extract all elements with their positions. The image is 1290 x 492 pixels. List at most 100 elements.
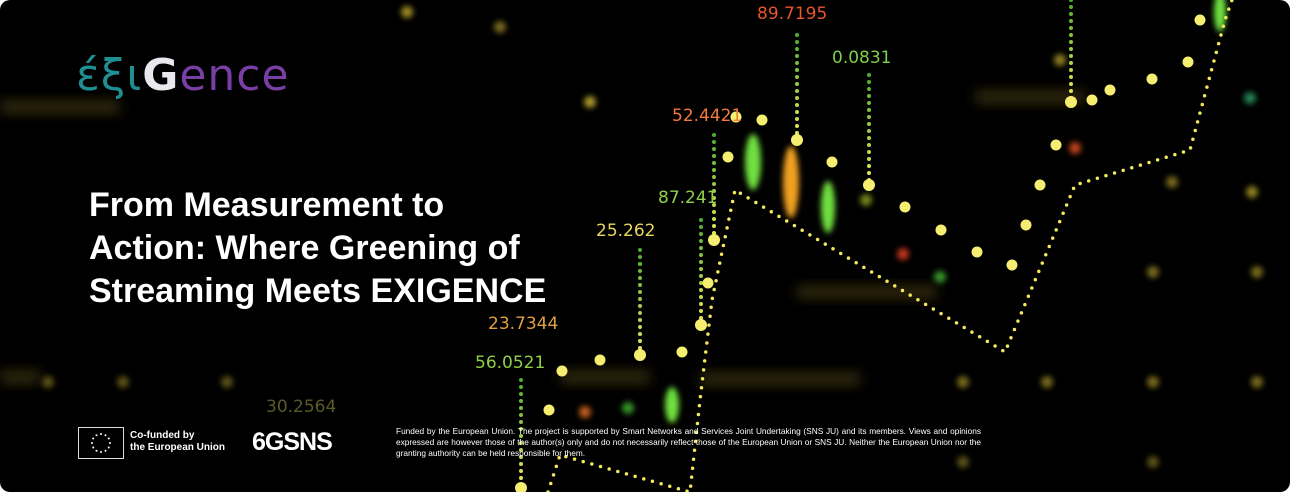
bokeh-dot [1251, 376, 1263, 388]
bokeh-dot [1244, 92, 1256, 104]
light-dot [1050, 139, 1062, 151]
eu-credit-line: the European Union [130, 442, 225, 453]
light-dot [899, 201, 911, 213]
flag-star [95, 449, 98, 452]
light-dot [1086, 94, 1098, 106]
light-dot [730, 111, 742, 123]
light-dot [722, 151, 734, 163]
bokeh-dot [579, 406, 591, 418]
headline-line: Action: Where Greening of [89, 229, 520, 267]
blur-bar [975, 90, 1085, 104]
flag-star [104, 434, 107, 437]
trend-line [546, 0, 1234, 492]
background-label: 87.241 [658, 188, 718, 208]
stem-end [634, 349, 646, 361]
light-dot [971, 246, 983, 258]
flag-star [107, 446, 110, 449]
bokeh-dot [1251, 266, 1263, 278]
light-dot [594, 354, 606, 366]
bokeh-dot [401, 6, 413, 18]
stem-end [1065, 96, 1077, 108]
background-label: 56.0521 [475, 353, 546, 373]
light-dot [1146, 73, 1158, 85]
logo-part: G [142, 50, 180, 101]
light-dot [1104, 84, 1116, 96]
bokeh-dot [934, 271, 946, 283]
bokeh-dot [494, 21, 506, 33]
blur-bar [797, 285, 937, 299]
blur-bar [0, 370, 40, 384]
light-dot [826, 156, 838, 168]
flag-star [104, 449, 107, 452]
bokeh-dot [584, 96, 596, 108]
disclaimer: Funded by the European Union. The projec… [396, 426, 981, 458]
logo: έξιGence [76, 50, 290, 101]
partner-logo: 6GSNS [252, 428, 333, 456]
background-label: 23.7344 [488, 314, 559, 334]
eu-flag [78, 427, 124, 459]
bokeh-dot [622, 402, 634, 414]
light-dot [1182, 56, 1194, 68]
flag-star [92, 446, 95, 449]
background-label: 89.7195 [757, 4, 828, 24]
bokeh-dot [42, 376, 54, 388]
bokeh-dot [897, 248, 909, 260]
light-dot [543, 404, 555, 416]
bokeh-dot [221, 376, 233, 388]
bokeh-dot [957, 376, 969, 388]
light-dot [1006, 259, 1018, 271]
stem-end [863, 179, 875, 191]
blur-bar [700, 372, 860, 386]
headline-line: Streaming Meets EXIGENCE [89, 272, 547, 310]
candle [1214, 0, 1226, 32]
candle [665, 387, 679, 423]
background-label: 30.2564 [266, 397, 337, 417]
flag-star [100, 451, 102, 453]
flag-star [109, 442, 111, 444]
candle [745, 134, 761, 190]
bokeh-dot [1147, 456, 1159, 468]
flag-star [92, 437, 95, 440]
stem-end [708, 234, 720, 246]
bokeh-dot [1054, 54, 1066, 66]
stem-end [515, 482, 527, 492]
bokeh-dot [1041, 376, 1053, 388]
light-dot [1194, 14, 1206, 26]
light-dot [676, 346, 688, 358]
light-dot [556, 365, 568, 377]
light-dot [1020, 219, 1032, 231]
bokeh-dot [1246, 186, 1258, 198]
bokeh-dot [1147, 376, 1159, 388]
headline-line: From Measurement to [89, 186, 445, 224]
bokeh-dot [957, 456, 969, 468]
logo-part: έξι [76, 50, 143, 101]
light-dot [702, 277, 714, 289]
stem-end [791, 134, 803, 146]
bokeh-dot [860, 194, 872, 206]
eu-credit: Co-funded by the European Union [130, 430, 225, 454]
light-dot [935, 224, 947, 236]
bokeh-dot [1147, 266, 1159, 278]
bokeh-dot [1166, 176, 1178, 188]
bokeh-dot [1069, 142, 1081, 154]
blur-bar [560, 370, 650, 384]
bokeh-dot [117, 376, 129, 388]
candle [783, 146, 799, 218]
candle [821, 181, 835, 233]
flag-star [100, 433, 102, 435]
flag-star [107, 437, 110, 440]
flag-star [95, 434, 98, 437]
flag-field [79, 428, 123, 458]
logo-part: ence [179, 50, 290, 101]
light-dot [1034, 179, 1046, 191]
background-label: 25.262 [596, 221, 656, 241]
eu-credit-line: Co-funded by [130, 430, 195, 441]
stem-end [695, 319, 707, 331]
flag-star [91, 442, 93, 444]
headline: From Measurement to Action: Where Greeni… [89, 184, 546, 313]
background-label: 52.4421 [672, 106, 743, 126]
background-label: 0.0831 [832, 48, 892, 68]
light-dot [756, 114, 768, 126]
